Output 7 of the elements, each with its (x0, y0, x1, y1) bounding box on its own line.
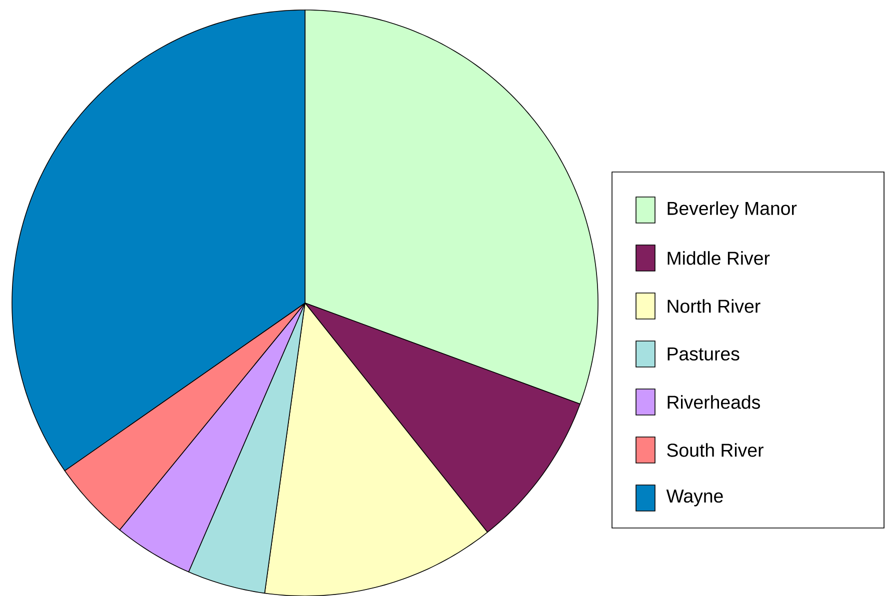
legend-label: Wayne (666, 489, 723, 506)
legend-label: Middle River (668, 250, 770, 265)
legend-label: South River (667, 442, 764, 457)
legend-label: Riverheads (668, 394, 760, 409)
legend-label: Pastures (668, 347, 740, 360)
legend-label: Beverley Manor (668, 201, 797, 218)
legend-label: North River (668, 298, 760, 313)
